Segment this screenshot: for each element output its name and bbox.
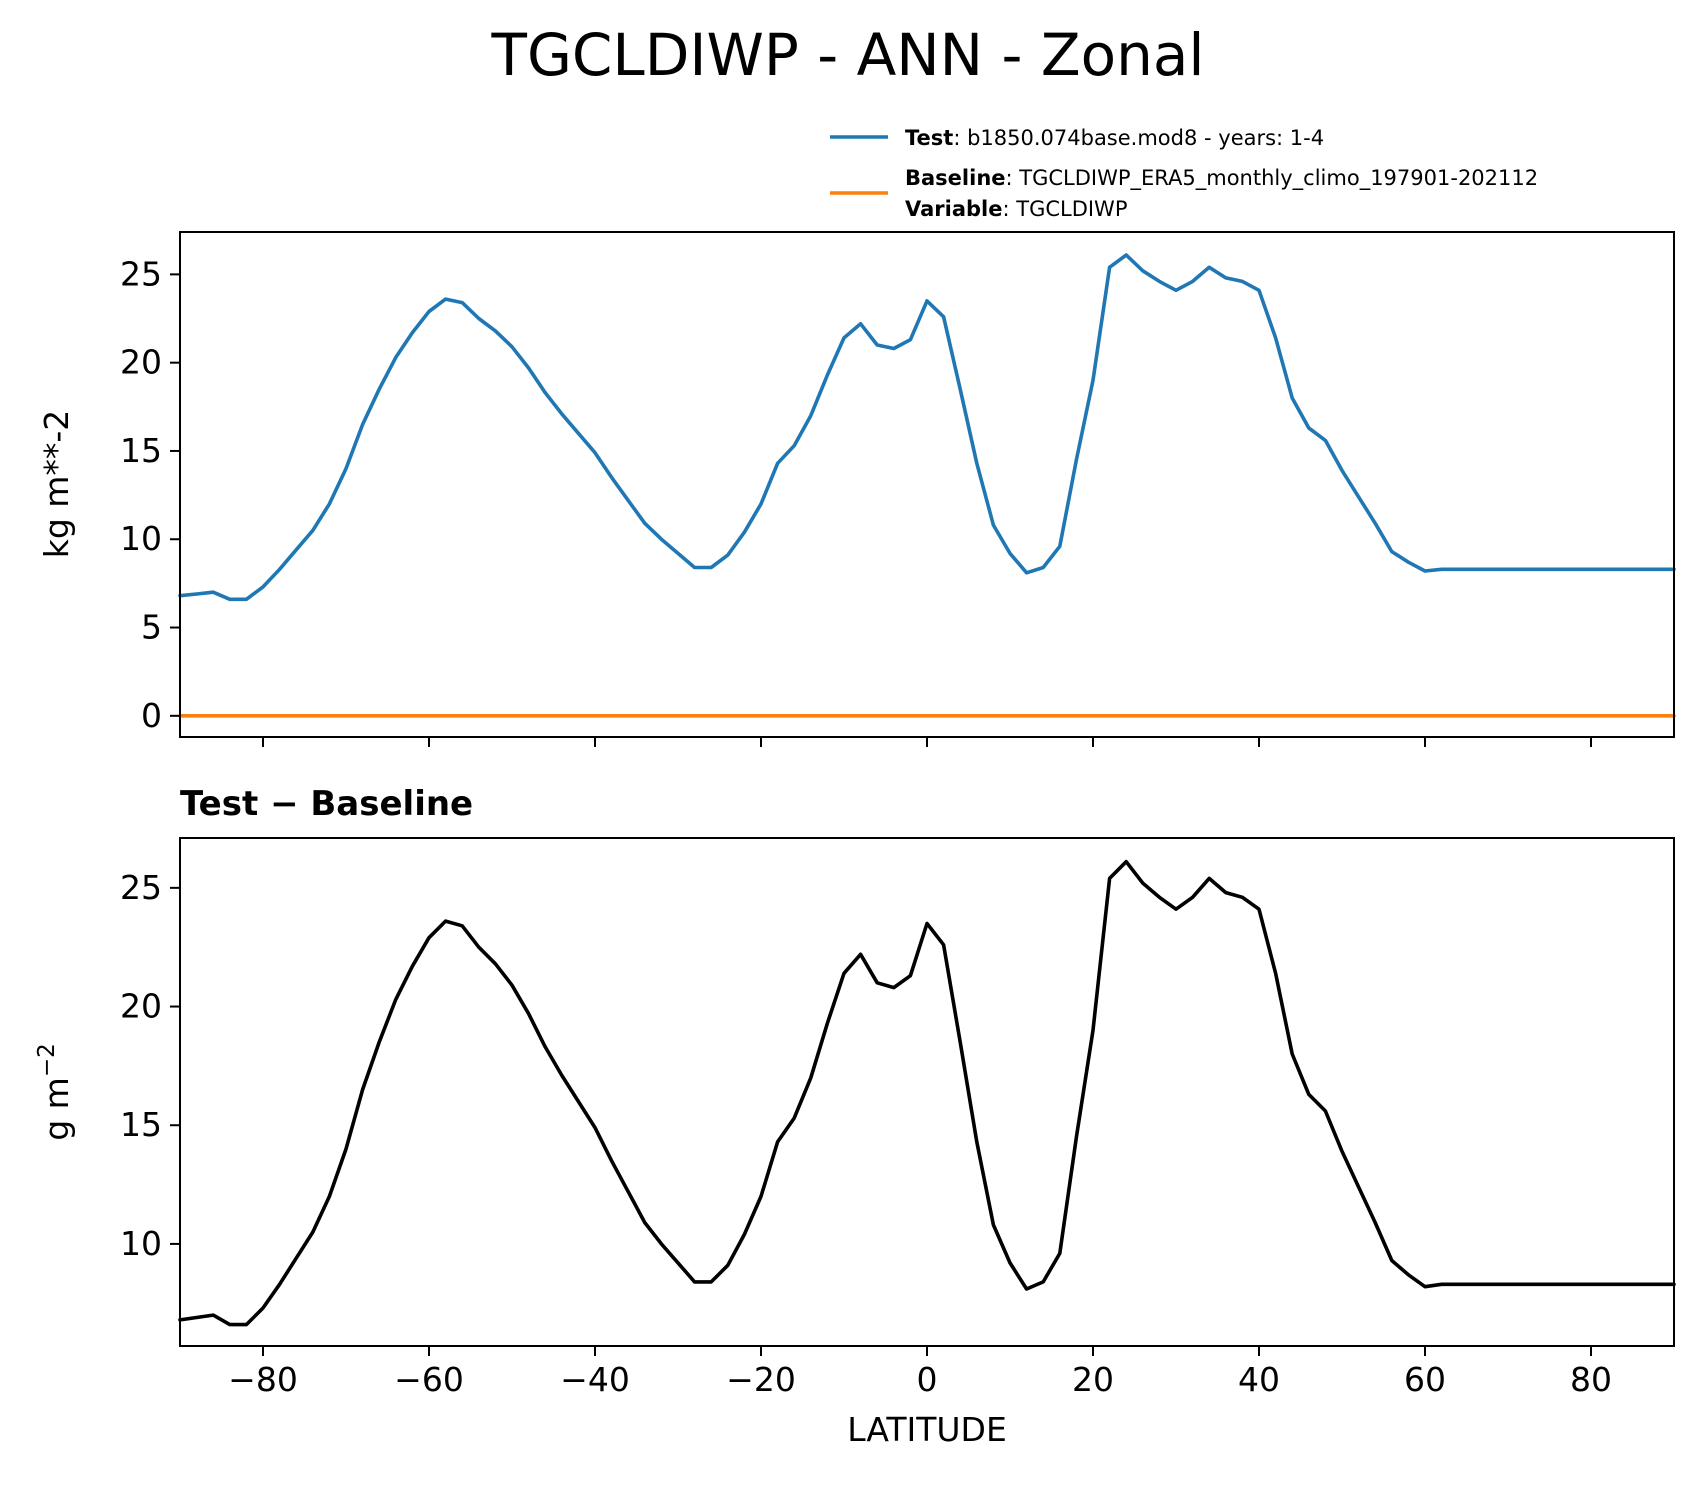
bottom-panel: Test − Baseline −80 −60 −40 −20 0 20 40 60 80 10 1… [34, 784, 1676, 1449]
bottom-y-axis-label: g m−2 [34, 1043, 76, 1141]
bottom-panel-title: Test − Baseline [180, 784, 473, 824]
legend-test-value: : b1850.074base.mod8 - years: 1-4 [953, 126, 1324, 150]
bottom-series-group [178, 859, 1676, 1327]
legend: Test: b1850.074base.mod8 - years: 1-4 Ba… [830, 126, 1538, 221]
x-axis-label: LATITUDE [847, 1410, 1007, 1449]
bottom-x-tick-label: 0 [917, 1360, 938, 1399]
top-y-tick-label: 0 [141, 696, 162, 735]
bottom-x-tick-label: −20 [726, 1360, 796, 1399]
bottom-y-tick-label: 15 [120, 1105, 162, 1144]
series-line-difference [178, 859, 1676, 1327]
top-y-tick-label: 10 [120, 519, 162, 558]
chart-title: TGCLDIWP - ANN - Zonal [491, 21, 1205, 89]
legend-variable-value: : TGCLDIWP [1002, 197, 1127, 221]
top-y-tick-label: 20 [120, 343, 162, 382]
legend-baseline-label: Baseline: TGCLDIWP_ERA5_monthly_climo_19… [905, 166, 1538, 191]
bottom-y-axis-label-exponent: −2 [34, 1043, 60, 1077]
bottom-y-tick-label: 20 [120, 987, 162, 1026]
top-panel: 0 5 10 15 20 25 kg m**-2 [37, 231, 1676, 747]
top-y-axis-label: kg m**-2 [37, 410, 76, 559]
bottom-plot-frame [179, 837, 1675, 1347]
bottom-x-tick-label: 20 [1072, 1360, 1114, 1399]
legend-variable-label: Variable: TGCLDIWP [905, 197, 1128, 221]
bottom-x-tick-label: −80 [228, 1360, 298, 1399]
top-y-tick-label: 5 [141, 608, 162, 647]
series-line-test [178, 253, 1676, 602]
legend-test-key: Test [905, 126, 953, 150]
top-ticks-group: 0 5 10 15 20 25 [120, 254, 1592, 747]
bottom-x-tick-label: 60 [1404, 1360, 1446, 1399]
legend-variable-key: Variable [905, 197, 1002, 221]
bottom-y-tick-label: 10 [120, 1224, 162, 1263]
bottom-ticks-group: −80 −60 −40 −20 0 20 40 60 80 10 15 20 25 [120, 868, 1612, 1399]
legend-baseline-key: Baseline [905, 166, 1006, 190]
top-y-tick-label: 15 [120, 431, 162, 470]
top-y-tick-label: 25 [120, 254, 162, 293]
bottom-y-tick-label: 25 [120, 868, 162, 907]
legend-test-label: Test: b1850.074base.mod8 - years: 1-4 [905, 126, 1324, 150]
bottom-x-tick-label: −60 [394, 1360, 464, 1399]
top-series-group [178, 253, 1676, 718]
bottom-x-tick-label: 80 [1570, 1360, 1612, 1399]
legend-baseline-value: : TGCLDIWP_ERA5_monthly_climo_197901-202… [1006, 166, 1539, 191]
top-plot-frame [179, 231, 1675, 738]
bottom-x-tick-label: 40 [1238, 1360, 1280, 1399]
bottom-x-tick-label: −40 [560, 1360, 630, 1399]
